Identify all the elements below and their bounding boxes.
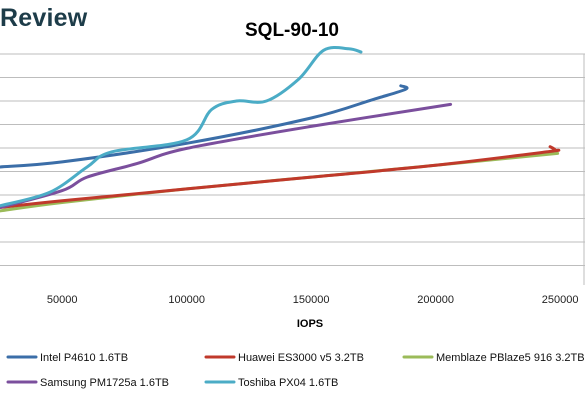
series-lines [0, 46, 561, 213]
chart-title: SQL-90-10 [245, 20, 339, 41]
series-line-toshiba-px04-1-6tb [0, 46, 363, 208]
legend-label: Samsung PM1725a 1.6TB [40, 377, 169, 389]
x-tick-label: 150000 [293, 294, 330, 306]
x-tick-label: 250000 [542, 294, 579, 306]
series-line-samsung-pm1725a-1-6tb [0, 102, 453, 209]
brand-logo: Review [0, 4, 88, 32]
x-tick-label: 50000 [47, 294, 78, 306]
legend: Intel P4610 1.6TB Huawei ES3000 v5 3.2TB M… [6, 352, 585, 389]
legend-label: Toshiba PX04 1.6TB [238, 377, 338, 389]
gridlines [0, 53, 585, 285]
legend-label: Memblaze PBlaze5 916 3.2TB [436, 352, 585, 364]
x-axis-ticks: 50000 100000 150000 200000 250000 [47, 294, 579, 306]
x-tick-label: 100000 [168, 294, 205, 306]
legend-label: Intel P4610 1.6TB [40, 352, 128, 364]
x-tick-label: 200000 [417, 294, 454, 306]
legend-label: Huawei ES3000 v5 3.2TB [238, 352, 364, 364]
series-line-huawei-es3000-v5-3-2tb [0, 145, 561, 209]
series-line-intel-p4610-1-6tb [0, 84, 409, 169]
x-axis-label: IOPS [297, 318, 323, 330]
